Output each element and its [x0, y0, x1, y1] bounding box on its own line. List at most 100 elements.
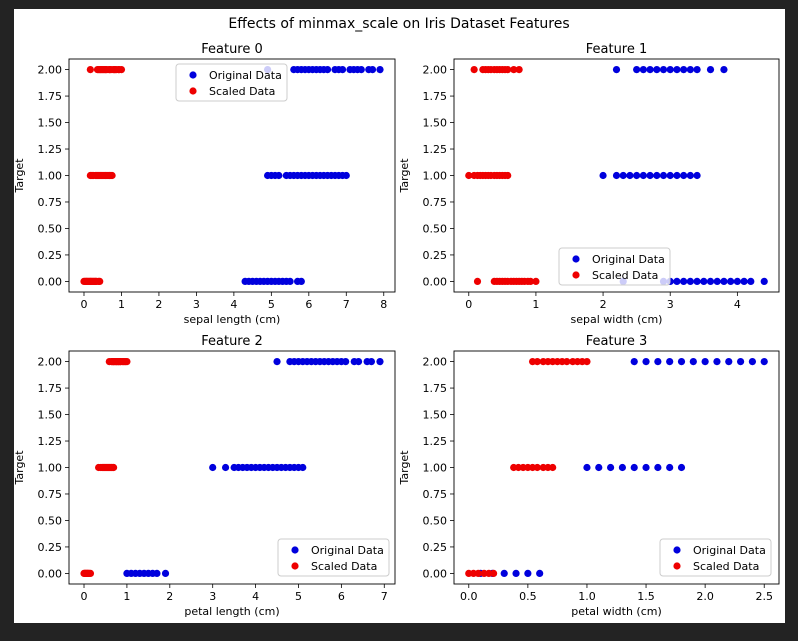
data-point: [736, 357, 745, 366]
x-tick-label: 1: [123, 590, 130, 603]
y-tick-label: 0.75: [423, 196, 448, 209]
x-tick-label: 1.5: [637, 590, 655, 603]
legend-marker: [291, 546, 299, 554]
y-tick-label: 0.25: [423, 541, 448, 554]
y-tick-label: 0.50: [423, 222, 448, 235]
figure-title: Effects of minmax_scale on Iris Dataset …: [228, 16, 569, 32]
series-scaled: [80, 65, 126, 286]
y-tick-label: 2.00: [423, 64, 448, 77]
legend-label: Original Data: [311, 544, 384, 557]
x-tick-label: 2.5: [755, 590, 773, 603]
data-point: [368, 65, 377, 74]
data-point: [646, 171, 654, 180]
subplot-3: Feature 3 0.0 0.5 1.0 1.5 2.0 2.5 0.00 0.25 0.50 0…: [398, 334, 780, 618]
data-point: [713, 357, 721, 366]
data-point: [748, 357, 757, 366]
subplot-title: Feature 1: [586, 42, 648, 57]
y-tick-label: 1.00: [423, 170, 448, 183]
data-point: [630, 357, 638, 366]
x-tick-label: 2: [155, 298, 162, 311]
data-point: [583, 463, 591, 472]
subplot-2: Feature 2 0 1 2 3 4 5 6 7 0.00 0.25 0.50 0.75 1.00 1.2…: [14, 334, 396, 618]
figure: Effects of minmax_scale on Iris Dataset …: [14, 9, 785, 623]
y-tick-label: 0.75: [38, 196, 63, 209]
data-point: [680, 65, 688, 74]
data-point: [533, 463, 541, 472]
data-point: [108, 171, 116, 180]
data-point: [299, 463, 307, 472]
series-scaled: [80, 357, 131, 578]
y-tick-label: 1.00: [423, 462, 448, 475]
series-original: [476, 357, 768, 578]
data-point: [286, 277, 294, 286]
y-tick-label: 1.50: [38, 117, 63, 130]
x-tick-label: 1: [532, 298, 539, 311]
data-point: [357, 65, 365, 74]
axes-frame: [68, 350, 396, 585]
x-tick-label: 0.0: [460, 590, 478, 603]
y-tick-label: 0.25: [38, 541, 63, 554]
y-tick-label: 1.25: [38, 435, 63, 448]
x-tick-label: 5: [295, 590, 302, 603]
data-point: [209, 463, 217, 472]
subplot-title: Feature 2: [201, 334, 263, 349]
data-point: [376, 357, 384, 366]
data-point: [275, 171, 283, 180]
data-point: [273, 357, 281, 366]
data-point: [489, 569, 498, 578]
data-point: [549, 463, 557, 472]
data-point: [500, 569, 508, 578]
data-point: [342, 357, 350, 366]
data-point: [727, 277, 735, 286]
subplot-title: Feature 0: [201, 42, 263, 57]
x-tick-label: 7: [343, 298, 350, 311]
legend-label: Original Data: [209, 69, 282, 82]
y-tick-label: 1.75: [423, 90, 448, 103]
x-tick-label: 0: [465, 298, 472, 311]
data-point: [725, 357, 733, 366]
y-tick-label: 0.00: [38, 567, 63, 580]
x-tick-label: 0: [81, 590, 88, 603]
data-point: [720, 277, 728, 286]
data-point: [96, 277, 104, 286]
legend-box: [659, 538, 772, 577]
data-point: [659, 171, 668, 180]
data-point: [654, 463, 662, 472]
subplots: Feature 00 1 2 3 4 5 6 7 80.000.250.500.751.001.…: [14, 42, 780, 618]
data-point: [470, 65, 478, 74]
data-point: [323, 65, 332, 74]
y-tick-label: 1.50: [423, 409, 448, 422]
x-tick-label: 2: [166, 590, 173, 603]
legend-box: [558, 247, 671, 286]
data-point: [354, 357, 363, 366]
y-tick-label: 0.00: [423, 275, 448, 288]
x-tick-label: 6: [338, 590, 345, 603]
data-point: [161, 569, 170, 578]
data-point: [740, 277, 748, 286]
series-original: [123, 357, 384, 578]
data-point: [110, 463, 118, 472]
subplot-title: Feature 3: [586, 334, 648, 349]
data-point: [686, 277, 694, 286]
data-point: [630, 463, 638, 472]
data-point: [599, 171, 607, 180]
x-tick-label: 0.5: [519, 590, 537, 603]
y-tick-label: 0.75: [38, 488, 63, 501]
legend-label: Scaled Data: [592, 269, 658, 282]
data-point: [673, 277, 681, 286]
data-point: [666, 357, 674, 366]
data-point: [701, 357, 709, 366]
data-point: [583, 357, 591, 366]
data-point: [654, 357, 662, 366]
data-point: [646, 65, 654, 74]
data-point: [686, 171, 694, 180]
x-tick-label: 2: [600, 298, 607, 311]
data-point: [153, 569, 161, 578]
y-axis-label: Target: [14, 450, 26, 486]
legend-marker: [673, 562, 681, 570]
data-point: [563, 357, 571, 366]
y-axis-label: Target: [398, 158, 411, 194]
data-point: [86, 65, 94, 74]
data-point: [510, 65, 518, 74]
data-point: [465, 171, 473, 180]
